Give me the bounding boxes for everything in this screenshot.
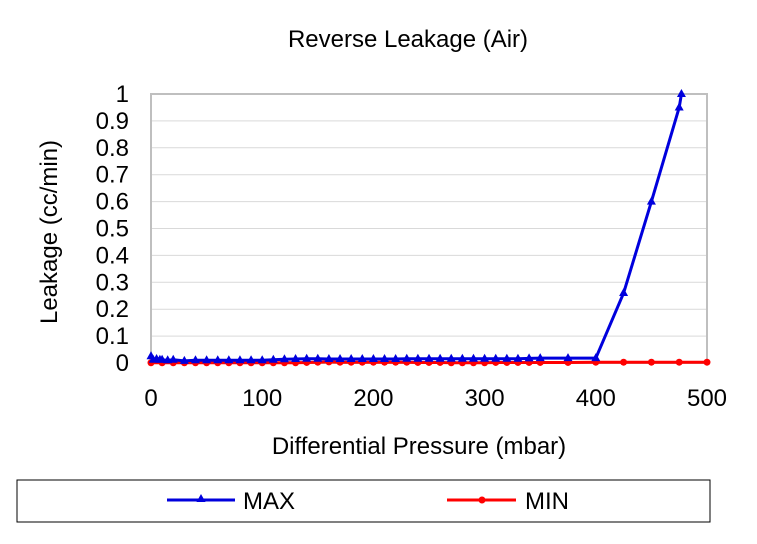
data-point [424,353,434,362]
data-point [703,358,711,366]
data-point [202,355,212,364]
data-point [179,355,189,364]
y-tick-label: 0 [116,350,129,377]
x-tick-label: 500 [687,385,727,412]
data-point [157,354,167,363]
data-point [324,353,334,362]
data-point [480,353,490,362]
series-line-max [149,93,683,363]
legend: MAX MIN [16,479,711,523]
x-tick-label: 100 [242,385,282,412]
data-point [675,358,683,366]
data-point [357,353,367,362]
y-tick-label: 0.4 [96,242,129,269]
data-point [346,353,356,362]
data-point [279,354,289,363]
legend-max-marker [196,494,206,502]
legend-min-marker [478,496,486,504]
y-tick-label: 0.7 [96,162,129,189]
data-point [535,353,545,362]
data-point [368,353,378,362]
data-point [563,353,573,362]
y-tick-label: 0.2 [96,296,129,323]
x-axis-label: Differential Pressure (mbar) [272,433,566,460]
data-point [413,353,423,362]
legend-entry-max: MAX [167,488,295,515]
data-point [646,196,656,205]
data-point [502,353,512,362]
x-tick-labels: 0 100 200 300 400 500 [144,385,727,412]
series-layer [146,89,711,367]
data-point [468,353,478,362]
legend-entry-min: MIN [447,488,569,515]
data-point [435,353,445,362]
legend-box [16,479,711,523]
gridlines [151,120,707,337]
data-point [620,358,628,366]
y-tick-label: 0.9 [96,108,129,135]
chart-title: Reverse Leakage (Air) [288,26,528,53]
data-point [168,354,178,363]
y-tick-label: 0.5 [96,216,129,243]
y-axis-label: Leakage (cc/min) [36,140,63,324]
data-point [674,102,684,111]
y-tick-label: 0.3 [96,269,129,296]
data-point [213,355,223,364]
data-point [591,353,601,362]
y-tick-label: 0.6 [96,189,129,216]
y-tick-labels: 00.10.20.30.40.50.60.70.80.91 [96,81,129,377]
data-point [268,354,278,363]
data-point [313,353,323,362]
data-point [291,353,301,362]
legend-max-label: MAX [243,488,295,515]
data-point [524,353,534,362]
y-tick-label: 0.8 [96,135,129,162]
data-point [619,288,629,297]
series-max [146,89,686,364]
data-point [457,353,467,362]
data-point [446,353,456,362]
data-point [246,355,256,364]
x-tick-label: 200 [353,385,393,412]
data-point [491,353,501,362]
data-point [380,353,390,362]
y-tick-label: 1 [116,81,129,108]
data-point [402,353,412,362]
x-tick-label: 300 [465,385,505,412]
data-point [190,355,200,364]
data-point [391,353,401,362]
x-tick-label: 0 [144,385,157,412]
data-point [235,355,245,364]
x-tick-label: 400 [576,385,616,412]
y-tick-label: 0.1 [96,323,129,350]
data-point [647,358,655,366]
data-point [302,353,312,362]
data-point [257,355,267,364]
legend-min-label: MIN [525,488,569,515]
data-point [676,89,686,97]
data-point [335,353,345,362]
data-point [224,355,234,364]
data-point [513,353,523,362]
